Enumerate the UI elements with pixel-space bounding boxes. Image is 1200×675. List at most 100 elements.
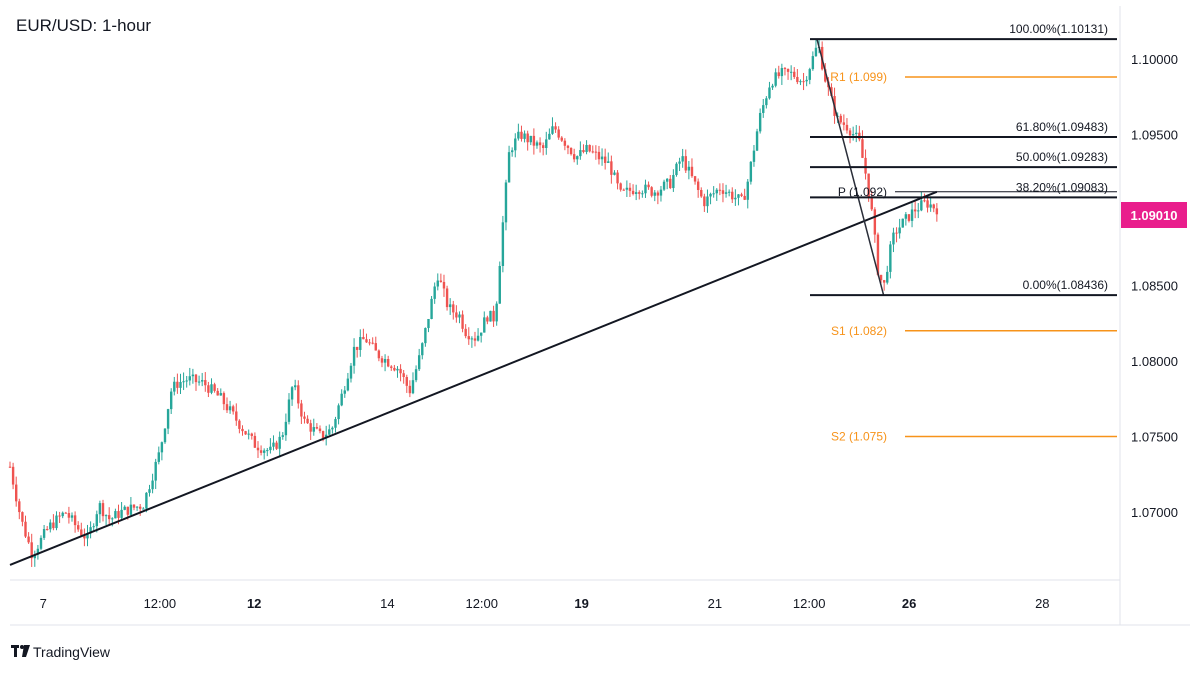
candle-body — [805, 79, 808, 82]
candle-body — [715, 189, 718, 194]
candle-body — [197, 381, 201, 383]
candle-body — [517, 131, 520, 139]
candle-body — [727, 191, 731, 193]
candle-body — [101, 503, 105, 517]
current-price-tag: 1.09010 — [1121, 202, 1187, 228]
candle-body — [120, 509, 123, 518]
candle-body — [616, 172, 619, 184]
candle-body — [76, 525, 80, 530]
candle-body — [176, 381, 179, 388]
candle-body — [892, 232, 895, 245]
candle-body — [297, 385, 300, 404]
plot-area[interactable] — [10, 6, 1119, 580]
candle-body — [145, 492, 148, 509]
candle-body — [272, 442, 275, 447]
candle-body — [129, 504, 133, 515]
candle-body — [873, 209, 877, 235]
candle-body — [923, 200, 926, 202]
candle-body — [483, 317, 486, 333]
candle-body — [681, 156, 684, 162]
candle-body — [380, 358, 384, 363]
candle-body — [693, 176, 697, 182]
candle-body — [269, 446, 272, 451]
candle-body — [582, 150, 585, 153]
candle-body — [405, 377, 408, 386]
candle-body — [895, 232, 898, 234]
candle-body — [64, 512, 67, 514]
candle-body — [619, 183, 622, 190]
candle-body — [452, 304, 455, 313]
candle-body — [650, 187, 653, 196]
candle-body — [659, 189, 663, 196]
candle-body — [926, 200, 929, 208]
tradingview-logo-icon — [11, 645, 30, 657]
candle-body — [200, 380, 204, 382]
candle-body — [876, 234, 880, 275]
candle-body — [436, 280, 439, 287]
candle-body — [86, 533, 89, 539]
candle-body — [802, 81, 805, 83]
candle-body — [14, 484, 18, 502]
candle-body — [548, 133, 551, 140]
candle-body — [675, 163, 678, 176]
candle-body — [563, 140, 567, 146]
candle-body — [49, 522, 52, 530]
candles-group — [8, 39, 939, 567]
candle-body — [222, 393, 226, 405]
candle-body — [42, 529, 46, 538]
candle-body — [371, 342, 374, 344]
time-tick-label: 12:00 — [144, 596, 177, 611]
candle-body — [665, 178, 669, 182]
candle-body — [396, 368, 399, 371]
trendline[interactable] — [9, 190, 938, 566]
candle-body — [591, 151, 594, 153]
candle-body — [427, 318, 430, 329]
candle-body — [529, 135, 532, 143]
candle-body — [191, 374, 195, 377]
candle-body — [851, 134, 855, 136]
candle-body — [731, 191, 734, 200]
candle-body — [55, 515, 58, 529]
candle-body — [464, 328, 467, 337]
fib-level-label: 0.00%(1.08436) — [1023, 278, 1108, 292]
candle-body — [752, 150, 756, 162]
candle-body — [411, 380, 415, 394]
candle-body — [585, 144, 588, 153]
candle-body — [98, 503, 102, 515]
candle-body — [359, 337, 362, 350]
candle-body — [811, 56, 815, 70]
candle-body — [340, 393, 343, 406]
candle-body — [824, 69, 827, 82]
candle-body — [830, 87, 833, 97]
candle-body — [743, 195, 746, 200]
candle-body — [845, 124, 849, 131]
candle-body — [343, 390, 346, 394]
candle-body — [362, 337, 365, 340]
candle-body — [901, 218, 904, 228]
candle-body — [603, 156, 607, 163]
candle-body — [182, 381, 185, 383]
candle-body — [377, 350, 381, 359]
candle-body — [882, 280, 886, 283]
candle-body — [861, 139, 864, 158]
candle-body — [117, 511, 120, 518]
candle-body — [758, 112, 762, 132]
candle-body — [492, 310, 495, 322]
tradingview-logo[interactable]: TradingView — [11, 644, 111, 660]
candle-body — [126, 506, 129, 515]
candle-body — [284, 421, 288, 436]
candle-body — [932, 204, 935, 209]
candle-body — [424, 328, 427, 344]
candle-body — [864, 157, 867, 174]
candle-body — [225, 404, 229, 411]
candle-body — [613, 172, 616, 175]
candle-body — [510, 150, 514, 153]
time-axis[interactable]: 7 12:00 12 14 12:00 19 21 12:00 26 28 — [40, 596, 1050, 611]
candle-body — [687, 166, 691, 171]
candle-body — [799, 81, 802, 83]
candle-body — [718, 189, 722, 191]
candle-body — [569, 147, 573, 155]
candle-body — [712, 193, 715, 195]
candle-body — [36, 548, 40, 555]
